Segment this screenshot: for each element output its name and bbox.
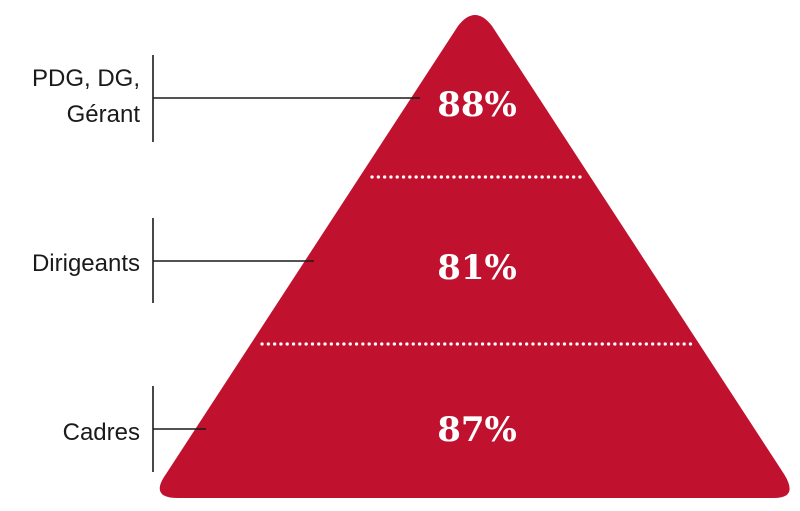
tier-label-cadres: Cadres (63, 419, 140, 446)
tier-connector-pdg (153, 55, 420, 142)
tier-label-dirigeants: Dirigeants (32, 250, 140, 277)
tier-label-pdg-line-2: Gérant (67, 101, 141, 128)
tier-value-pdg: 88% (437, 85, 517, 125)
tier-label-pdg-line-1: PDG, DG, (32, 65, 140, 92)
tier-value-cadres: 87% (437, 410, 517, 450)
tier-value-dirigeants: 81% (437, 248, 517, 288)
